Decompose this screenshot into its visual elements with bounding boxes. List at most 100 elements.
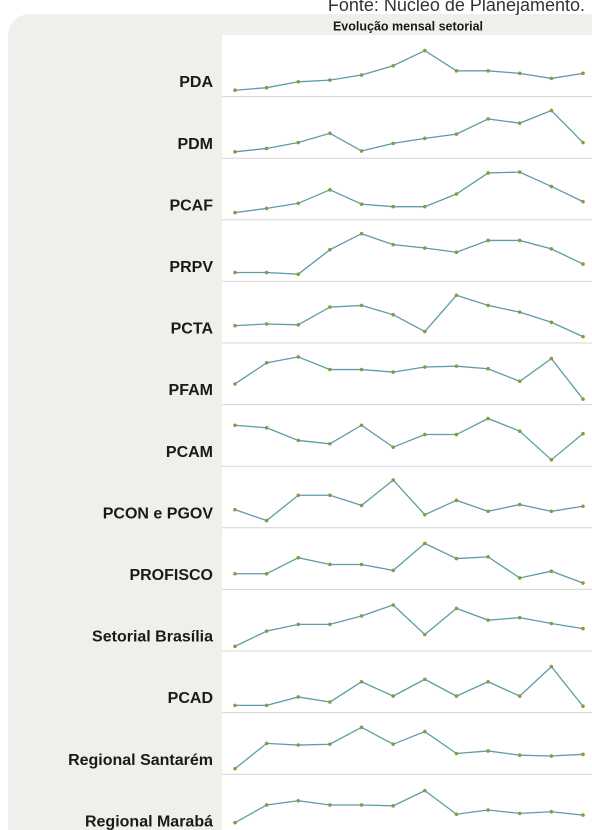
point (581, 140, 585, 145)
point (581, 626, 585, 631)
row-label: PCAM (166, 444, 213, 461)
point (233, 571, 237, 576)
point (328, 131, 332, 136)
point (264, 703, 269, 708)
point (454, 293, 459, 298)
point (359, 202, 364, 206)
sparkline (234, 171, 584, 214)
point (454, 69, 459, 73)
point (517, 615, 522, 620)
point (233, 644, 237, 649)
point (264, 270, 269, 275)
point (486, 303, 490, 308)
source-note: Fonte: Núcleo de Planejamento. (328, 0, 585, 15)
point (486, 238, 490, 243)
point (264, 146, 269, 151)
point (328, 367, 332, 372)
point (296, 743, 301, 747)
point (581, 704, 585, 709)
point (517, 238, 522, 243)
sparkline (235, 665, 584, 707)
point (549, 809, 554, 814)
point (296, 695, 301, 699)
sparkline (234, 417, 584, 461)
point (423, 677, 427, 682)
row-label: Regional Marabá (85, 813, 213, 830)
point (359, 231, 364, 236)
point (549, 247, 554, 251)
point (359, 73, 364, 77)
point (549, 509, 554, 514)
row-label: PROFISCO (129, 567, 213, 584)
point (454, 606, 459, 611)
row-label: PDA (179, 74, 213, 91)
point (233, 270, 237, 275)
point (486, 69, 490, 73)
point (233, 150, 237, 154)
sparkline (235, 542, 584, 584)
point (517, 694, 522, 698)
point (328, 803, 332, 807)
row-label: PCON e PGOV (103, 505, 214, 522)
point (423, 512, 427, 517)
sparkline (234, 49, 584, 91)
point (454, 250, 459, 255)
point (264, 803, 269, 807)
point (581, 431, 585, 436)
point (454, 498, 459, 503)
point (233, 382, 237, 386)
row-label: PRPV (169, 259, 213, 276)
point (486, 117, 490, 121)
point (296, 798, 301, 803)
point (233, 423, 237, 428)
point (423, 432, 427, 437)
sparkline (235, 232, 584, 275)
point (328, 247, 332, 252)
point (454, 432, 459, 437)
point (296, 272, 301, 276)
point (486, 509, 490, 514)
point (233, 210, 237, 215)
point (328, 305, 332, 309)
point (517, 811, 522, 816)
point (264, 518, 269, 523)
point (264, 571, 269, 576)
row-label: PCAD (168, 690, 213, 707)
point (359, 803, 364, 807)
point (233, 323, 237, 328)
point (454, 132, 459, 136)
point (423, 246, 427, 250)
point (549, 621, 554, 626)
point (264, 425, 269, 430)
point (581, 813, 585, 817)
point (296, 555, 301, 560)
point (423, 632, 427, 637)
point (233, 820, 237, 825)
point (359, 725, 364, 730)
plot-area (222, 35, 592, 830)
point (264, 206, 269, 211)
point (581, 752, 585, 757)
point (423, 729, 427, 734)
point (328, 442, 332, 446)
point (233, 703, 237, 708)
point (486, 555, 490, 559)
point (517, 753, 522, 757)
point (549, 184, 554, 189)
point (517, 310, 522, 314)
point (359, 562, 364, 567)
point (549, 108, 554, 113)
point (486, 618, 490, 622)
point (486, 366, 490, 371)
point (549, 754, 554, 758)
point (391, 312, 395, 317)
point (391, 478, 395, 482)
point (328, 188, 332, 192)
sparkline (234, 604, 584, 647)
point (391, 445, 395, 449)
point (517, 121, 522, 125)
point (328, 562, 332, 567)
point (296, 323, 301, 327)
point (391, 742, 395, 747)
